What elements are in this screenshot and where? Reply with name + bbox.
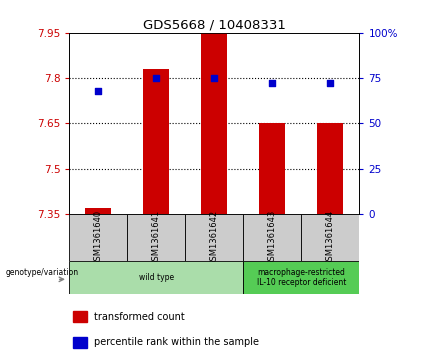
Bar <box>127 214 185 261</box>
Text: percentile rank within the sample: percentile rank within the sample <box>94 337 259 347</box>
Text: wild type: wild type <box>139 273 174 282</box>
Bar <box>69 214 127 261</box>
Bar <box>243 261 359 294</box>
Bar <box>301 214 359 261</box>
Title: GDS5668 / 10408331: GDS5668 / 10408331 <box>143 19 286 32</box>
Bar <box>73 337 87 348</box>
Bar <box>85 208 111 214</box>
Bar <box>201 33 227 214</box>
Text: GSM1361641: GSM1361641 <box>152 210 161 266</box>
Bar <box>317 123 343 214</box>
Text: GSM1361644: GSM1361644 <box>326 210 335 266</box>
Bar <box>143 69 169 214</box>
Text: GSM1361643: GSM1361643 <box>268 210 277 266</box>
Bar <box>69 261 243 294</box>
Bar <box>243 214 301 261</box>
Point <box>95 88 102 94</box>
Bar <box>185 214 243 261</box>
Text: GSM1361640: GSM1361640 <box>94 210 103 266</box>
Point <box>153 75 160 81</box>
Point <box>327 81 334 86</box>
Bar <box>259 123 285 214</box>
Point <box>269 81 276 86</box>
Point <box>211 75 218 81</box>
Text: GSM1361642: GSM1361642 <box>210 210 219 266</box>
Bar <box>73 311 87 322</box>
Text: transformed count: transformed count <box>94 311 185 322</box>
Text: genotype/variation: genotype/variation <box>6 268 79 277</box>
Text: macrophage-restricted
IL-10 receptor deficient: macrophage-restricted IL-10 receptor def… <box>257 268 346 287</box>
